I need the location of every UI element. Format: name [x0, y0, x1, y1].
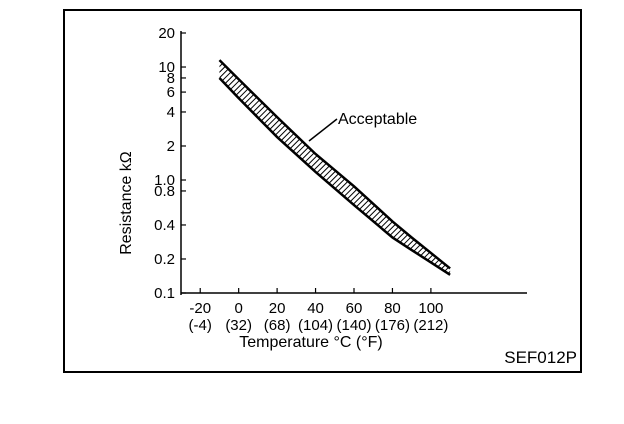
figure-code: SEF012P — [504, 348, 577, 367]
lower-limit-line — [218, 77, 451, 276]
x-tick-sublabel: (212) — [413, 317, 448, 334]
x-tick-sublabel: (176) — [375, 317, 410, 334]
upper-limit-line — [218, 59, 451, 270]
x-tick-labels: -20(-4) 0(32) 20(68) 40(104) 60(140) 80(176) 1… — [189, 300, 449, 334]
x-tick-sublabel: (-4) — [189, 317, 212, 334]
y-tick-label: 0.1 — [154, 285, 175, 302]
y-tick-label: 0.4 — [154, 217, 175, 234]
y-tick-label: 0.8 — [154, 183, 175, 200]
y-axis-title: Resistance kΩ — [118, 151, 135, 255]
y-tick-label: 8 — [167, 70, 175, 87]
x-tick-label: 80 — [384, 300, 401, 317]
chart-frame: 20 10 8 6 4 2 1.0 0.8 0.4 0.2 0.1 -20 (-4) 0 (32) 20 (6… — [63, 9, 582, 373]
x-tick-label: 60 — [346, 300, 363, 317]
x-tick-label: 40 — [307, 300, 324, 317]
y-tick-label: 10 — [158, 59, 175, 76]
x-tick-sublabel: (140) — [336, 317, 371, 334]
x-tick-label: 0 — [234, 300, 242, 317]
y-tick-label: 4 — [167, 104, 175, 121]
x-tick-sublabel: (104) — [298, 317, 333, 334]
x-tick-label: -20 — [189, 300, 211, 317]
y-tick-label: 2 — [167, 138, 175, 155]
y-tick-label: 1.0 — [154, 172, 175, 189]
annotation-leader-line — [308, 118, 338, 142]
x-tick-label: 100 — [418, 300, 443, 317]
acceptable-band — [218, 59, 451, 276]
y-tick-label: 20 — [158, 25, 175, 42]
x-tick-sublabel: (68) — [264, 317, 291, 334]
y-tick-label: 6 — [167, 84, 175, 101]
acceptable-annotation: Acceptable — [338, 111, 417, 128]
x-tick-label: 20 — [269, 300, 286, 317]
y-tick-label: 0.2 — [154, 251, 175, 268]
axes — [180, 31, 527, 295]
x-tick-sublabel: (32) — [225, 317, 252, 334]
x-axis-title: Temperature °C (°F) — [239, 334, 383, 351]
acceptable-band-fill — [219, 60, 451, 275]
